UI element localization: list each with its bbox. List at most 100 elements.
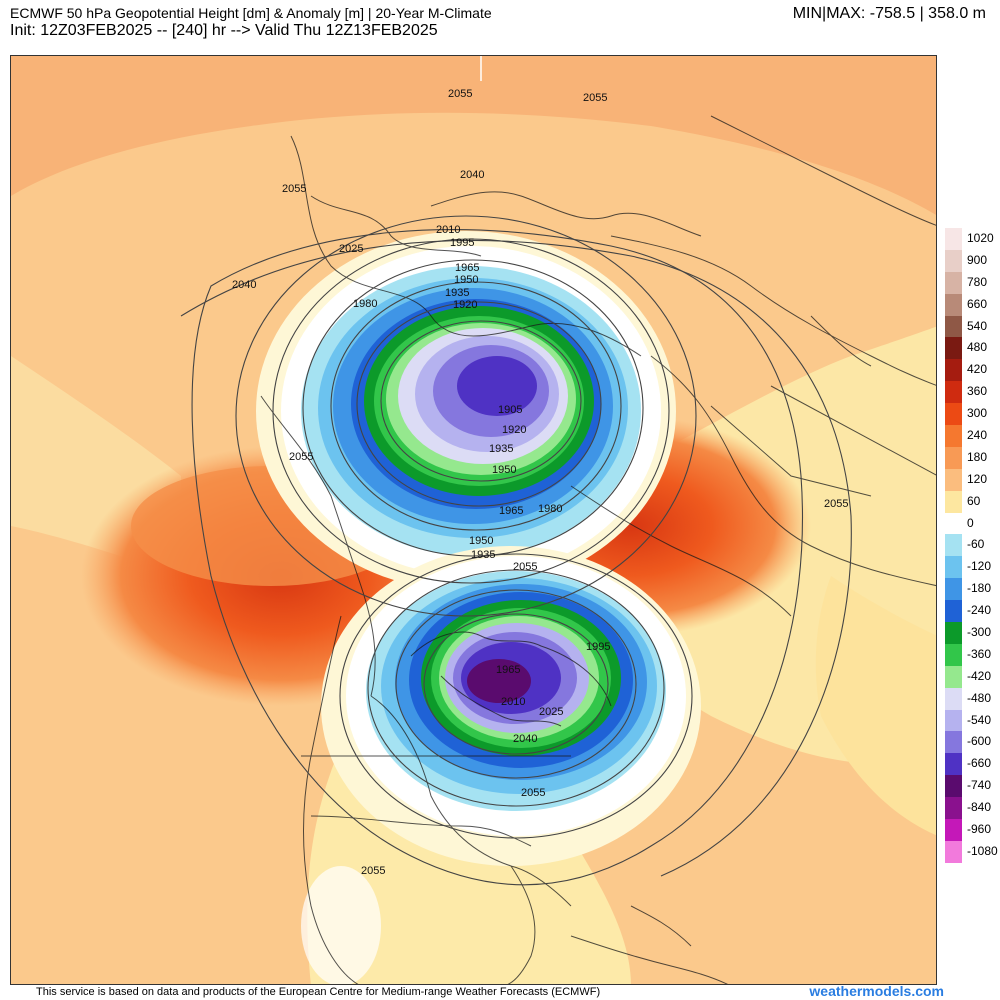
contour-label: 1950 [469, 535, 493, 547]
legend-label: -1080 [967, 843, 998, 858]
contour-label: 2055 [282, 183, 306, 195]
legend-entry: -120 [945, 556, 1000, 579]
legend-entry: -60 [945, 534, 1000, 557]
legend-swatch [945, 731, 962, 754]
legend-label: 120 [967, 471, 988, 486]
legend-label: 660 [967, 296, 988, 311]
legend-label: -60 [967, 537, 985, 552]
contour-label: 1935 [471, 549, 495, 561]
legend-label: 180 [967, 449, 988, 464]
legend-entry: -660 [945, 753, 1000, 776]
negative-anomaly-upper [256, 231, 676, 591]
legend-swatch [945, 578, 962, 601]
legend-swatch [945, 468, 962, 491]
contour-label: 1905 [498, 404, 522, 416]
contour-label: 2055 [448, 88, 472, 100]
legend-swatch [945, 315, 962, 338]
legend-label: -600 [967, 734, 992, 749]
legend-swatch [945, 228, 962, 250]
contour-label: 2025 [539, 706, 563, 718]
contour-label-layer: 2055 205520402055201019952025204019651950… [232, 88, 848, 877]
legend-entry: 480 [945, 337, 1000, 360]
contour-label: 2040 [513, 733, 537, 745]
contour-label: 1950 [454, 274, 478, 286]
legend-swatch [945, 271, 962, 294]
legend-entry: -740 [945, 775, 1000, 798]
map-panel[interactable]: 2055 2055 2040 2055 2010 1995 2025 2040 1965 1950… [10, 55, 937, 985]
contour-label: 2010 [436, 224, 460, 236]
legend-swatch [945, 556, 962, 579]
contour-label: 2055 [513, 561, 537, 573]
legend-entry: -180 [945, 578, 1000, 601]
legend-label: -120 [967, 559, 992, 574]
legend-label: 1020 [967, 231, 994, 245]
legend-entry: -300 [945, 622, 1000, 645]
legend-label: 360 [967, 384, 988, 399]
brand-link[interactable]: weathermodels.com [809, 983, 944, 999]
legend-swatch [945, 512, 962, 535]
contour-label: 2055 [824, 498, 848, 510]
legend-swatch [945, 753, 962, 776]
legend-swatch [945, 534, 962, 557]
anomaly-zone-east [815, 576, 936, 836]
contour-label: 2040 [460, 169, 484, 181]
legend-label: -300 [967, 625, 992, 640]
legend-entry: -480 [945, 687, 1000, 710]
legend-swatch [945, 425, 962, 448]
legend-entry: -240 [945, 600, 1000, 623]
legend-label: -240 [967, 603, 992, 618]
neutral-anomaly-patch [301, 866, 381, 984]
legend-label: -180 [967, 581, 992, 596]
contour-label: 1965 [499, 505, 523, 517]
contour-label: 1935 [489, 443, 513, 455]
legend-entry: 420 [945, 359, 1000, 382]
legend-swatch [945, 403, 962, 426]
legend-entry: -960 [945, 819, 1000, 842]
legend-entry: 120 [945, 468, 1000, 491]
min-max-readout: MIN|MAX: -758.5 | 358.0 m [792, 5, 986, 22]
contour-label: 2055 [361, 865, 385, 877]
legend-label: -420 [967, 668, 992, 683]
legend-entry: 360 [945, 381, 1000, 404]
legend-entry: 0 [945, 512, 1000, 535]
legend-entry: 180 [945, 446, 1000, 469]
contour-label: 1965 [455, 262, 479, 274]
legend-label: 240 [967, 428, 988, 443]
legend-entry: 900 [945, 249, 1000, 272]
legend-entry: 660 [945, 293, 1000, 316]
legend-swatch [945, 687, 962, 710]
legend-swatch [945, 337, 962, 360]
legend-entry: -840 [945, 797, 1000, 820]
legend-label: 480 [967, 340, 988, 355]
legend-label: 300 [967, 406, 988, 421]
legend-swatch [945, 643, 962, 666]
contour-label: 1950 [492, 464, 516, 476]
legend-entry: 780 [945, 271, 1000, 294]
contour-label: 2055 [289, 451, 313, 463]
anomaly-map[interactable]: 2055 205520402055201019952025204019651950… [11, 56, 937, 985]
legend-entry: 240 [945, 425, 1000, 448]
legend-swatch [945, 622, 962, 645]
legend-label: -840 [967, 800, 992, 815]
height-contours [180, 215, 852, 886]
ecmwf-attribution: This service is based on data and produc… [36, 986, 601, 998]
legend-swatch [945, 359, 962, 382]
legend-entry: -600 [945, 731, 1000, 754]
legend-entry: 540 [945, 315, 1000, 338]
legend-entry: -540 [945, 709, 1000, 732]
contour-label: 1995 [586, 641, 610, 653]
contour-label: 1995 [450, 237, 474, 249]
legend-label: -480 [967, 690, 992, 705]
legend-entry: -420 [945, 665, 1000, 688]
legend-swatch [945, 446, 962, 469]
legend-label: 420 [967, 362, 988, 377]
legend-label: 900 [967, 252, 988, 267]
contour-label: 1920 [453, 299, 477, 311]
legend-label: -660 [967, 756, 992, 771]
legend-swatch [945, 381, 962, 404]
legend-entry: 1020 [945, 228, 1000, 250]
legend-swatch [945, 775, 962, 798]
color-legend: 1020 900 780 660 540 480 420 360 300 240 180 120 60 0… [945, 228, 1000, 863]
legend-swatch [945, 665, 962, 688]
legend-label: -360 [967, 646, 992, 661]
